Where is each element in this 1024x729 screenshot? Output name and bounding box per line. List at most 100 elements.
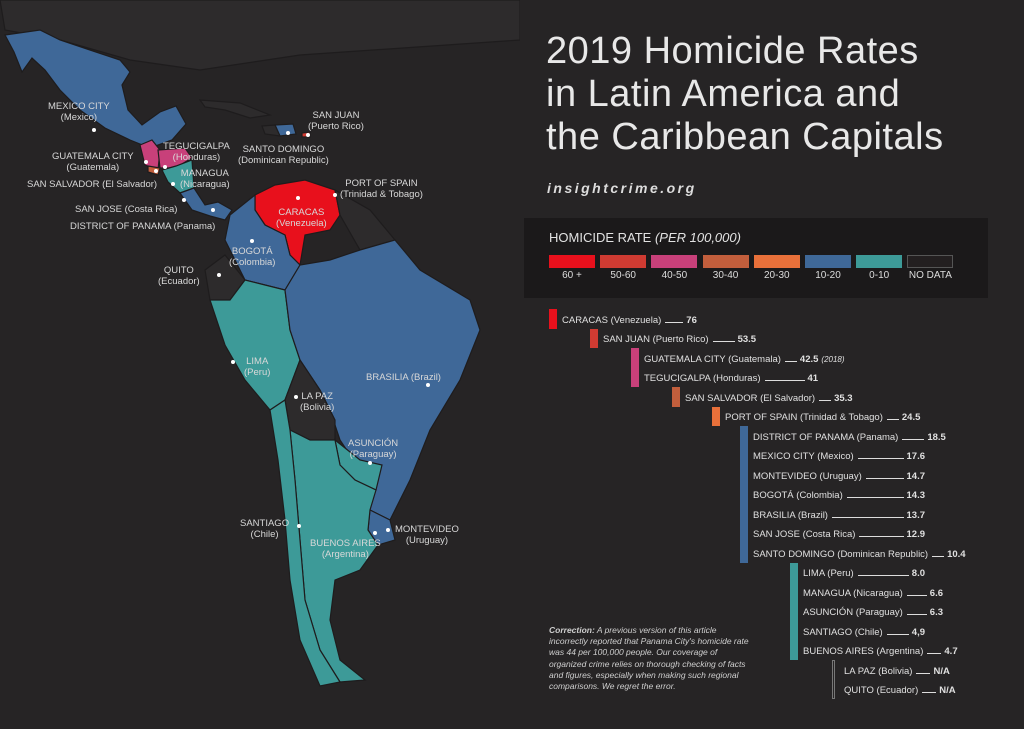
- city-label: ASUNCIÓN (Paraguay): [803, 607, 903, 618]
- map-label-quito: QUITO (Ecuador): [158, 265, 200, 287]
- rate-value: N/A: [939, 685, 956, 696]
- leader-line: [784, 360, 797, 362]
- city-label: BOGOTÁ (Colombia): [753, 490, 843, 501]
- rate-value: 12.9: [906, 529, 926, 540]
- city-label: SANTIAGO (Chile): [803, 626, 883, 638]
- ranking-row: SAN SALVADOR (El Salvador) 35.3: [685, 391, 853, 405]
- rate-value: 17.6: [906, 451, 926, 462]
- map-label-mexico-city: MEXICO CITY (Mexico): [48, 101, 110, 123]
- rank-bar: [672, 387, 680, 407]
- legend-swatch: [549, 255, 595, 268]
- legend-title: HOMICIDE RATE (PER 100,000): [549, 230, 741, 245]
- map-label-tegucigalpa: TEGUCIGALPA (Honduras): [163, 141, 230, 163]
- leader-line: [665, 321, 684, 323]
- city-label: SANTO DOMINGO (Dominican Republic): [753, 548, 929, 560]
- map-label-san-jose: SAN JOSE (Costa Rica): [75, 204, 178, 215]
- legend: HOMICIDE RATE (PER 100,000) 60 + 50-60 40-…: [524, 218, 988, 298]
- legend-swatch: [600, 255, 647, 268]
- map-label-santiago: SANTIAGO (Chile): [240, 518, 290, 540]
- legend-swatch: [651, 255, 698, 268]
- ranking-row: MONTEVIDEO (Uruguay) 14.7: [753, 469, 925, 483]
- city-label: CARACAS (Venezuela): [562, 314, 662, 326]
- map-label-caracas: CARACAS (Venezuela): [276, 207, 327, 229]
- ranking-row: LA PAZ (Bolivia) N/A: [844, 664, 950, 678]
- map-label-san-juan: SAN JUAN (Puerto Rico): [308, 110, 364, 132]
- city-label: TEGUCIGALPA (Honduras): [644, 373, 761, 384]
- ranking-row: DISTRICT OF PANAMA (Panama) 18.5: [753, 430, 946, 444]
- legend-label: 30-40: [712, 270, 739, 281]
- rank-bar: [590, 328, 598, 348]
- rate-value: 13.7: [906, 509, 926, 521]
- ranking-row: SAN JUAN (Puerto Rico) 53.5: [603, 333, 756, 347]
- rank-bar: [549, 309, 557, 329]
- legend-swatch: [907, 255, 954, 268]
- legend-label: 0-10: [869, 270, 890, 281]
- year-note: (2018): [821, 354, 845, 364]
- leader-line: [857, 458, 904, 459]
- rate-value: 6.6: [929, 587, 943, 599]
- legend-swatch: [856, 255, 903, 268]
- country-chile: [269, 398, 341, 687]
- rate-value: 41: [807, 373, 819, 384]
- city-label: GUATEMALA CITY (Guatemala): [644, 353, 781, 365]
- city-label: MEXICO CITY (Mexico): [753, 451, 854, 462]
- rate-value: 14.3: [906, 490, 926, 501]
- map-label-la-paz: LA PAZ (Bolivia): [300, 391, 335, 413]
- city-label: SAN JOSE (Costa Rica): [753, 529, 856, 540]
- ranking-row: MANAGUA (Nicaragua) 6.6: [803, 586, 943, 600]
- rank-bar: [832, 660, 835, 699]
- rate-value: 8.0: [911, 568, 925, 579]
- city-label: PORT OF SPAIN (Trinidad & Tobago): [725, 412, 883, 423]
- country-haiti: [261, 124, 281, 137]
- ranking-row: TEGUCIGALPA (Honduras) 41: [644, 372, 818, 386]
- map-label-bogota: BOGOTÁ (Colombia): [229, 246, 276, 268]
- leader-line: [886, 419, 899, 420]
- rate-value: 14.7: [906, 470, 926, 482]
- ranking-row: CARACAS (Venezuela) 76: [562, 313, 697, 327]
- country-el-salvador: [147, 165, 161, 176]
- leader-line: [859, 536, 904, 537]
- legend-label: 20-30: [764, 270, 790, 281]
- legend-label: 40-50: [661, 270, 688, 281]
- rate-value: 53.5: [737, 334, 757, 345]
- leader-line: [857, 575, 909, 576]
- rate-value: 18.5: [927, 431, 946, 443]
- site-name: insightcrime.org: [547, 180, 697, 196]
- rank-bar: [631, 348, 639, 387]
- map-label-montevideo: MONTEVIDEO (Uruguay): [395, 524, 459, 546]
- legend-swatch: [753, 255, 800, 268]
- city-label: BRASILIA (Brazil): [753, 509, 828, 521]
- rate-value: 24.5: [901, 412, 921, 423]
- legend-label: 60 +: [562, 270, 582, 281]
- map-label-asuncion: ASUNCIÓN (Paraguay): [348, 438, 399, 460]
- map-label-managua: MANAGUA (Nicaragua): [180, 168, 230, 190]
- city-label: SAN JUAN (Puerto Rico): [603, 334, 709, 345]
- ranking-row: BOGOTÁ (Colombia) 14.3: [753, 489, 925, 503]
- leader-line: [865, 477, 904, 479]
- rank-bar: [790, 562, 798, 660]
- page-title: 2019 Homicide Rates in Latin America and t…: [546, 30, 944, 158]
- map-label-san-salvador: SAN SALVADOR (El Salvador): [27, 179, 158, 190]
- map-label-port-of-spain: PORT OF SPAIN (Trinidad & Tobago): [340, 178, 423, 200]
- rate-value: 10.4: [947, 548, 966, 560]
- legend-label: NO DATA: [908, 270, 952, 281]
- ranking-row: MEXICO CITY (Mexico) 17.6: [753, 450, 925, 464]
- ranking-row: SAN JOSE (Costa Rica) 12.9: [753, 528, 925, 542]
- city-label: SAN SALVADOR (El Salvador): [685, 392, 816, 404]
- leader-line: [902, 438, 925, 440]
- latin-america-map: [5, 30, 480, 687]
- leader-line: [922, 692, 937, 693]
- city-label: DISTRICT OF PANAMA (Panama): [753, 431, 899, 443]
- map-label-lima: LIMA (Peru): [244, 356, 271, 378]
- rate-value: 4.7: [944, 646, 958, 657]
- city-label: QUITO (Ecuador): [844, 685, 919, 696]
- ranking-row: LIMA (Peru) 8.0: [803, 567, 925, 581]
- city-label: LA PAZ (Bolivia): [844, 665, 913, 677]
- rate-value: 35.3: [834, 392, 853, 404]
- country-cuba: [198, 99, 273, 119]
- ranking-row: BRASILIA (Brazil) 13.7: [753, 508, 925, 522]
- leader-line: [846, 497, 904, 498]
- leader-line: [927, 653, 942, 654]
- leader-line: [819, 399, 832, 401]
- legend-label: 10-20: [815, 270, 841, 281]
